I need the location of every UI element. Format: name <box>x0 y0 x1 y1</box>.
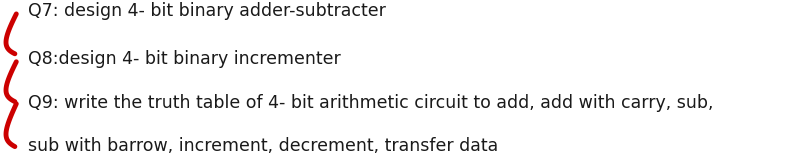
Text: sub with barrow, increment, decrement, transfer data: sub with barrow, increment, decrement, t… <box>28 137 498 155</box>
Text: Q7: design 4- bit binary adder-subtracter: Q7: design 4- bit binary adder-subtracte… <box>28 2 386 20</box>
Text: Q8:design 4- bit binary incrementer: Q8:design 4- bit binary incrementer <box>28 50 341 68</box>
Text: Q9: write the truth table of 4- bit arithmetic circuit to add, add with carry, s: Q9: write the truth table of 4- bit arit… <box>28 94 713 112</box>
